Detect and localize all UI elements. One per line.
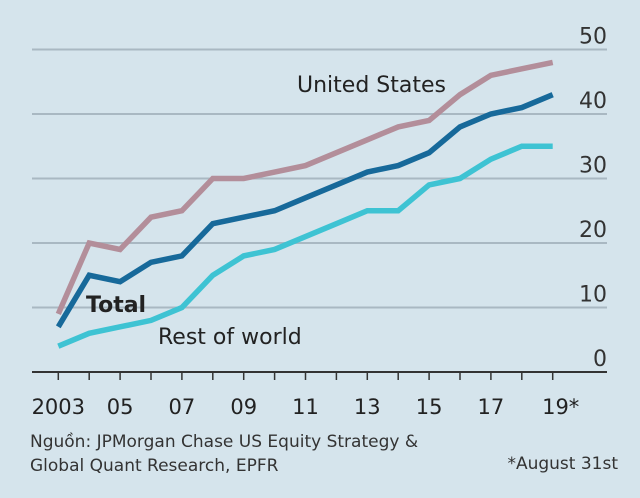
x-tick-label: 13 bbox=[354, 395, 381, 419]
chart: 0 10 20 30 40 50 2003 05 07 09 11 13 15 17 19* United S… bbox=[32, 25, 607, 419]
x-tick-label: 19* bbox=[542, 395, 579, 419]
y-tick-label: 40 bbox=[579, 89, 607, 114]
x-tick-label: 15 bbox=[416, 395, 443, 419]
y-tick-label: 50 bbox=[579, 25, 607, 50]
series-line-rest-of-world bbox=[57, 143, 553, 349]
x-tick-label: 05 bbox=[107, 395, 134, 419]
x-tick-label: 09 bbox=[230, 395, 257, 419]
source-text: : JPMorgan Chase US Equity Strategy & bbox=[85, 432, 419, 452]
series-line-united-states bbox=[55, 59, 554, 316]
y-tick-label: 30 bbox=[579, 154, 607, 179]
x-tick-label: 07 bbox=[169, 395, 196, 419]
x-tick-label: 11 bbox=[292, 395, 319, 419]
x-tick-label: 2003 bbox=[32, 395, 85, 419]
y-tick-label: 10 bbox=[579, 283, 607, 308]
footnote: *August 31st bbox=[507, 454, 618, 474]
source-note: Nguồn: JPMorgan Chase US Equity Strategy… bbox=[30, 430, 418, 478]
series-label: United States bbox=[297, 73, 446, 98]
x-tick-label: 17 bbox=[478, 395, 505, 419]
series-label: Rest of world bbox=[158, 325, 302, 350]
y-tick-label: 0 bbox=[593, 347, 607, 372]
source-label: Nguồn bbox=[30, 432, 86, 452]
y-tick-label: 20 bbox=[579, 218, 607, 243]
source-text-2: Global Quant Research, EPFR bbox=[30, 456, 279, 476]
series-line-total bbox=[55, 92, 554, 329]
series-label: Total bbox=[86, 293, 146, 318]
